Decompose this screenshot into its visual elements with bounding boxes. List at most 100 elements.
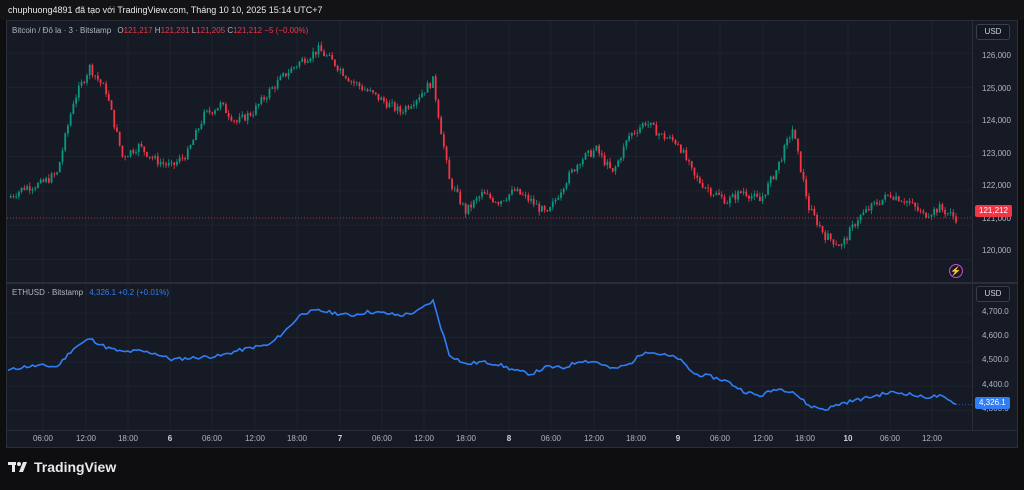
- candle-body: [486, 193, 489, 195]
- candle-body: [9, 196, 12, 198]
- candle-body: [410, 106, 413, 109]
- candle-body: [647, 124, 650, 126]
- candle-body: [77, 85, 80, 98]
- candle-body: [208, 110, 211, 113]
- candle-body: [39, 179, 42, 184]
- candle-body: [470, 204, 473, 208]
- candle-body: [369, 90, 372, 92]
- candle-body: [249, 113, 252, 116]
- candle-body: [549, 207, 552, 212]
- candle-body: [897, 196, 900, 202]
- candle-body: [412, 104, 415, 107]
- candle-body: [829, 233, 832, 240]
- candle-body: [124, 156, 127, 158]
- candle-body: [936, 208, 938, 213]
- candle-body: [938, 204, 941, 213]
- candle-body: [80, 81, 83, 86]
- eth-symbol[interactable]: ETHUSD · Bitstamp: [12, 288, 84, 297]
- candle-body: [671, 136, 674, 140]
- candle-body: [688, 160, 690, 162]
- candle-body: [538, 203, 541, 212]
- candle-body: [353, 81, 355, 83]
- candle-body: [946, 213, 949, 215]
- candle-body: [363, 89, 366, 91]
- candle-body: [595, 145, 598, 151]
- btc-symbol[interactable]: Bitcoin / Đô la · 3 · Bitstamp: [12, 26, 112, 35]
- candle-body: [437, 99, 440, 118]
- candle-body: [620, 157, 622, 161]
- candle-body: [546, 210, 549, 212]
- candle-body: [325, 55, 328, 57]
- candle-body: [827, 233, 829, 240]
- candle-body: [233, 120, 236, 122]
- lightning-bolt-icon[interactable]: ⚡: [949, 264, 963, 278]
- candle-body: [489, 194, 492, 199]
- candle-body: [557, 197, 560, 200]
- candle-body: [372, 90, 374, 93]
- candle-body: [28, 186, 31, 191]
- candle-body: [606, 161, 609, 166]
- candle-body: [331, 54, 334, 60]
- candle-body: [878, 204, 881, 205]
- candle-body: [383, 97, 385, 102]
- candle-body: [663, 133, 666, 139]
- low-label: L: [191, 26, 197, 35]
- candle-body: [293, 67, 295, 69]
- time-tick: 12:00: [921, 434, 943, 443]
- candle-body: [565, 183, 568, 189]
- open-value: 121,217: [123, 26, 153, 35]
- tradingview-logo[interactable]: TradingView: [8, 459, 116, 475]
- candle-body: [625, 140, 628, 147]
- day-tick: 8: [506, 434, 512, 443]
- candle-body: [282, 73, 285, 77]
- candle-body: [636, 132, 639, 134]
- candle-body: [927, 216, 930, 218]
- candle-body: [617, 160, 620, 167]
- candle-body: [105, 83, 107, 95]
- time-tick: 06:00: [540, 434, 562, 443]
- candle-body: [197, 128, 200, 130]
- candle-body: [911, 202, 914, 204]
- time-tick: 12:00: [244, 434, 266, 443]
- time-tick: 12:00: [583, 434, 605, 443]
- candle-body: [944, 209, 947, 215]
- candle-body: [715, 192, 718, 195]
- candle-body: [399, 106, 402, 113]
- candle-body: [284, 73, 287, 77]
- candle-body: [699, 177, 701, 184]
- candle-body: [916, 206, 919, 211]
- eth-currency-button[interactable]: USD: [976, 286, 1010, 302]
- candle-body: [718, 192, 720, 195]
- candle-body: [56, 172, 58, 175]
- candle-body: [726, 203, 729, 205]
- candle-body: [342, 68, 344, 76]
- day-tick: 7: [337, 434, 343, 443]
- candle-body: [301, 58, 304, 62]
- candle-body: [451, 179, 453, 190]
- candle-body: [475, 198, 478, 201]
- candle-body: [516, 188, 519, 191]
- price-axis-separator: [972, 20, 973, 430]
- candle-body: [895, 196, 897, 200]
- candle-body: [219, 102, 222, 109]
- candle-body: [511, 189, 513, 195]
- candle-body: [573, 169, 576, 172]
- candle-body: [579, 164, 581, 166]
- candle-body: [252, 114, 255, 116]
- candle-body: [756, 193, 759, 197]
- candle-body: [513, 189, 516, 191]
- candle-body: [146, 151, 148, 157]
- candle-body: [876, 202, 878, 205]
- candle-body: [143, 146, 146, 152]
- candle-body: [45, 178, 48, 182]
- candle-body: [50, 173, 53, 183]
- pane-divider[interactable]: [6, 282, 1018, 284]
- high-label: H: [154, 26, 161, 35]
- time-tick: 12:00: [75, 434, 97, 443]
- candle-body: [669, 136, 671, 139]
- price-tick: 4,700.0: [982, 307, 1009, 316]
- btc-currency-button[interactable]: USD: [976, 24, 1010, 40]
- candle-body: [377, 93, 380, 100]
- candle-body: [265, 97, 268, 100]
